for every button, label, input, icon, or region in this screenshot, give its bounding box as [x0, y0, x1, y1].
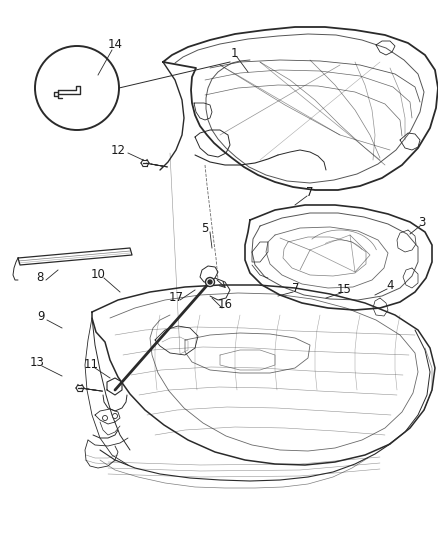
Text: 17: 17 — [168, 290, 183, 303]
Text: 8: 8 — [36, 271, 44, 284]
Text: 13: 13 — [29, 357, 44, 369]
Text: 12: 12 — [110, 143, 125, 157]
Text: 7: 7 — [306, 185, 313, 198]
Text: 3: 3 — [417, 215, 425, 229]
Circle shape — [112, 414, 117, 418]
Text: 5: 5 — [201, 222, 208, 235]
Text: 15: 15 — [336, 282, 351, 295]
Text: 1: 1 — [230, 46, 237, 60]
Text: 11: 11 — [83, 358, 98, 370]
Text: 10: 10 — [90, 268, 105, 280]
Text: 7: 7 — [292, 281, 299, 295]
Text: 14: 14 — [107, 37, 122, 51]
Circle shape — [102, 416, 107, 421]
Text: 16: 16 — [217, 297, 232, 311]
Text: 4: 4 — [385, 279, 393, 292]
Circle shape — [205, 278, 214, 287]
Circle shape — [208, 280, 212, 284]
Text: 9: 9 — [37, 311, 45, 324]
